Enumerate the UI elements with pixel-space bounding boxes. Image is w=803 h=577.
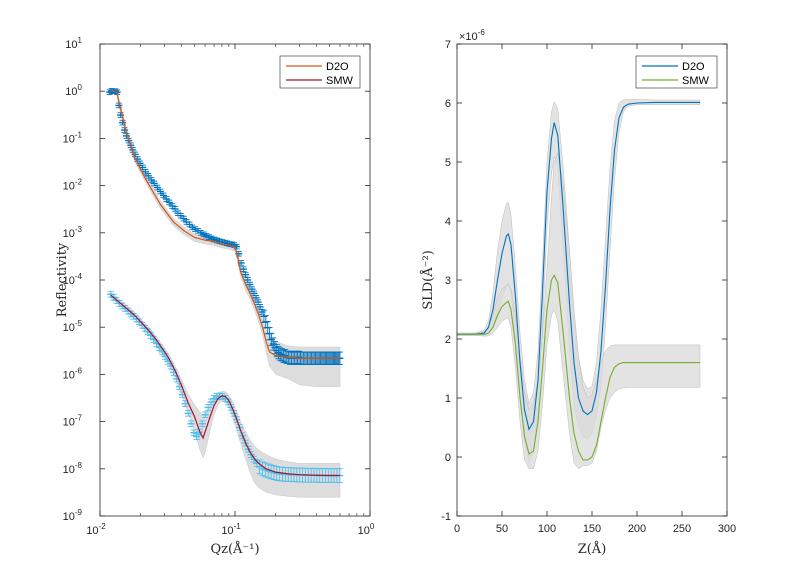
errorbar-point (259, 461, 267, 477)
uncertainty-band-d2o (110, 89, 341, 387)
legend-box (279, 55, 361, 89)
errorbar-point (261, 462, 269, 478)
y-tick-label: 10-1 (63, 130, 83, 145)
y-tick-label: 10-7 (63, 414, 83, 429)
x-tick-label: 10-1 (221, 522, 241, 537)
legend-box (635, 55, 718, 89)
errorbar-point (295, 350, 303, 364)
fit-line-smw (110, 294, 341, 477)
legend-label-d2o: D2O (682, 61, 705, 73)
reflectivity-fit-lines (110, 90, 341, 477)
reflectivity-plot: 10-2 10-1 100 10-9 10-8 10-7 10-6 10-5 10-4 10-3… (55, 36, 375, 557)
sld-profile-lines (457, 101, 700, 461)
x-tick-label: 250 (673, 523, 691, 535)
errorbar-point (242, 271, 250, 278)
errorbar-point (165, 199, 173, 206)
sld-y-label: SLD(Å⁻²) (420, 250, 436, 310)
y-tick-label: 10-5 (63, 319, 83, 334)
y-tick-label: 7 (445, 39, 451, 51)
y-tick-label: 3 (445, 275, 451, 287)
y-tick-label: 100 (65, 83, 82, 98)
errorbar-point (239, 266, 247, 272)
reflectivity-x-label: Qz(Å⁻¹) (210, 541, 259, 557)
sld-uncertainty-bands (456, 99, 701, 470)
y-tick-label: 4 (445, 216, 451, 228)
x-tick-label: 100 (358, 522, 375, 537)
y-tick-label: 5 (445, 157, 451, 169)
errorbar-point (144, 173, 152, 179)
reflectivity-y-ticks: 10-9 10-8 10-7 10-6 10-5 10-4 10-3 10-2 10-1 100 1… (63, 36, 370, 523)
errorbar-point (201, 411, 209, 419)
x-tick-label: 150 (583, 523, 601, 535)
legend-label-smw: SMW (326, 75, 354, 87)
errorbar-point (198, 420, 206, 428)
y-tick-label: 1 (445, 393, 451, 405)
errorbar-point (156, 188, 164, 195)
sld-x-ticks: 0 50 100 150 200 250 300 (454, 44, 736, 535)
x-tick-label: 50 (496, 523, 508, 535)
errorbar-point (274, 345, 282, 360)
errorbar-point (233, 416, 241, 423)
fit-line-d2o (110, 90, 341, 359)
y-tick-label: 2 (445, 334, 451, 346)
y-tick-label: 10-4 (63, 272, 83, 287)
sld-x-label: Z(Å) (578, 541, 607, 557)
y-tick-label: 6 (445, 98, 451, 110)
sld-y-multiplier: ×10-6 (459, 28, 485, 43)
uncertainty-band-smw (110, 291, 341, 498)
legend-label-d2o: D2O (326, 61, 349, 73)
y-tick-label: -1 (441, 511, 451, 523)
y-tick-label: 10-9 (63, 508, 83, 523)
errorbar-point (256, 304, 264, 310)
errorbar-point (207, 398, 215, 406)
reflectivity-data-points (106, 88, 344, 483)
y-tick-label: 10-2 (63, 178, 83, 193)
y-tick-label: 10-8 (63, 461, 83, 476)
x-tick-label: 100 (538, 523, 556, 535)
x-tick-label: 0 (454, 523, 460, 535)
errorbar-point (153, 184, 161, 191)
errorbar-point (150, 180, 158, 187)
legend-label-smw: SMW (682, 75, 710, 87)
reflectivity-x-ticks: 10-2 10-1 100 (86, 44, 375, 537)
errorbar-point (187, 420, 195, 428)
sld-y-ticks: -1 0 1 2 3 4 5 6 7 (441, 39, 727, 523)
sld-legend: D2O SMW (635, 55, 718, 89)
errorbar-point (244, 277, 252, 283)
y-tick-label: 10-3 (63, 225, 83, 240)
errorbar-point (193, 433, 201, 440)
reflectivity-y-label: Reflectivity (55, 242, 70, 317)
sld-line-smw (457, 274, 700, 461)
y-tick-label: 101 (65, 36, 82, 51)
x-tick-label: 10-2 (86, 522, 106, 537)
y-tick-label: 0 (445, 452, 451, 464)
sld-band-smw (456, 152, 701, 470)
x-tick-label: 300 (718, 523, 736, 535)
sld-line-d2o (457, 101, 700, 431)
reflectivity-legend: D2O SMW (279, 55, 361, 89)
errorbar-point (180, 215, 188, 222)
reflectivity-axes-box (99, 43, 371, 517)
reflectivity-uncertainty-bands (110, 89, 341, 498)
y-tick-label: 10-6 (63, 366, 83, 381)
x-tick-label: 200 (628, 523, 646, 535)
errorbar-point (184, 409, 192, 417)
